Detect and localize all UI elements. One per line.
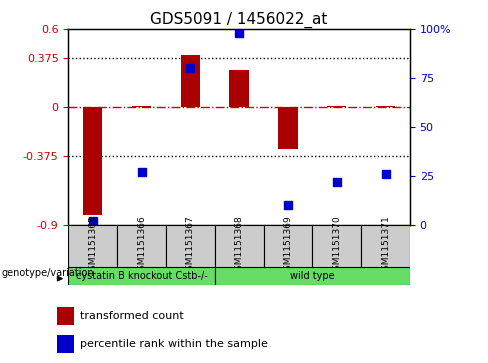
Text: genotype/variation: genotype/variation [1, 268, 94, 278]
Bar [215, 225, 264, 267]
Bar [361, 225, 410, 267]
Bar [166, 225, 215, 267]
Bar [327, 106, 346, 107]
Text: GSM1151366: GSM1151366 [137, 216, 146, 276]
Point [186, 65, 194, 71]
Bar [132, 106, 151, 107]
Bar [83, 107, 102, 215]
Title: GDS5091 / 1456022_at: GDS5091 / 1456022_at [150, 12, 328, 28]
Text: GSM1151367: GSM1151367 [186, 216, 195, 276]
Point [284, 203, 292, 208]
Point [138, 169, 145, 175]
Text: GSM1151368: GSM1151368 [235, 216, 244, 276]
Bar [68, 225, 117, 267]
Bar [229, 70, 249, 107]
Bar [117, 225, 166, 267]
Text: GSM1151369: GSM1151369 [284, 216, 292, 276]
Text: GSM1151365: GSM1151365 [88, 216, 97, 276]
Bar [68, 267, 215, 285]
Bar [376, 106, 395, 107]
Text: cystatin B knockout Cstb-/-: cystatin B knockout Cstb-/- [76, 271, 207, 281]
Text: GSM1151371: GSM1151371 [381, 216, 390, 276]
Point [89, 218, 97, 224]
Text: transformed count: transformed count [80, 311, 184, 321]
Point [382, 171, 389, 177]
Bar [312, 225, 361, 267]
Bar [264, 225, 312, 267]
Bar [215, 267, 410, 285]
Point [235, 30, 243, 36]
Text: GSM1151370: GSM1151370 [332, 216, 341, 276]
Bar [181, 55, 200, 107]
Text: percentile rank within the sample: percentile rank within the sample [80, 339, 268, 349]
Bar [57, 307, 74, 325]
Bar [278, 107, 298, 149]
Bar [57, 335, 74, 353]
Point [333, 179, 341, 185]
Text: wild type: wild type [290, 271, 335, 281]
